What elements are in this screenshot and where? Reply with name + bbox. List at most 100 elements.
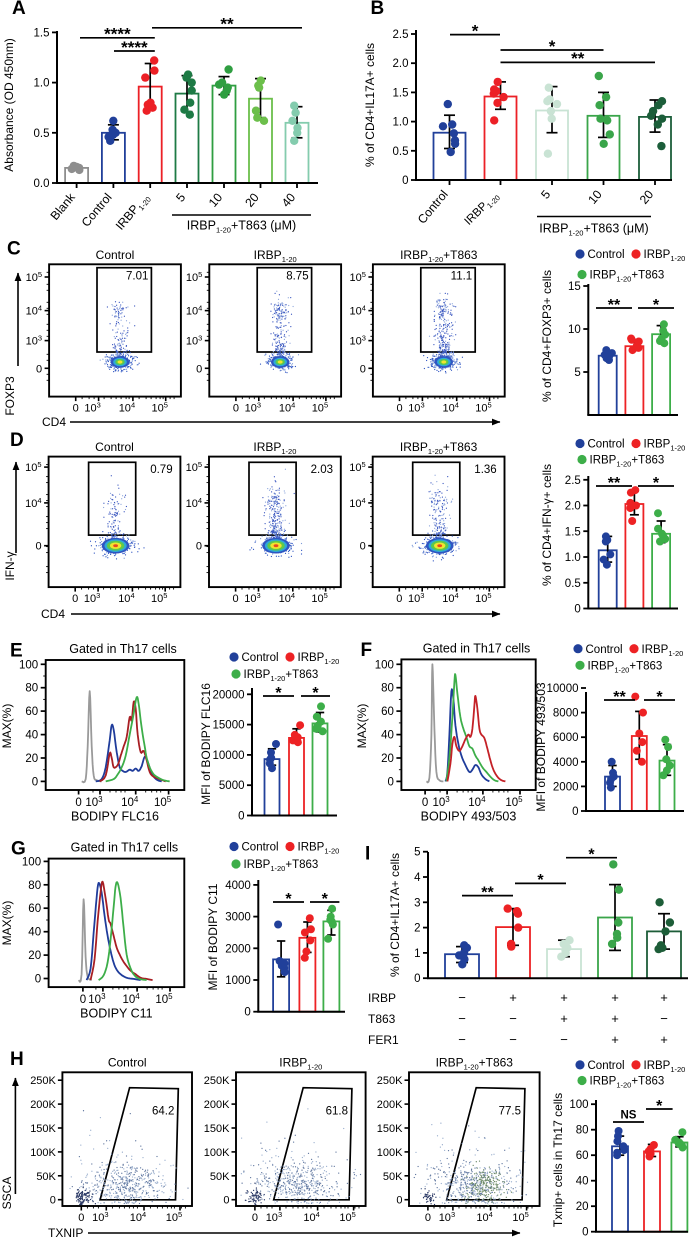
- svg-text:−: −: [458, 990, 466, 1005]
- svg-text:H: H: [10, 1049, 24, 1070]
- svg-text:20: 20: [25, 753, 38, 765]
- svg-text:250K: 250K: [30, 1075, 56, 1087]
- svg-text:IRBP1-20: IRBP1-20: [644, 439, 686, 453]
- svg-text:CD4: CD4: [42, 415, 66, 429]
- svg-text:5000: 5000: [219, 780, 245, 792]
- svg-text:0: 0: [73, 403, 79, 415]
- svg-text:103: 103: [408, 591, 424, 605]
- svg-text:7.01: 7.01: [126, 271, 148, 283]
- svg-text:MFI of BODIPY 493/503: MFI of BODIPY 493/503: [534, 682, 548, 812]
- svg-text:% of CD4+IL17A+ cells: % of CD4+IL17A+ cells: [388, 853, 402, 977]
- svg-text:105: 105: [475, 401, 491, 415]
- svg-text:104: 104: [279, 591, 295, 605]
- svg-text:0.79: 0.79: [150, 464, 172, 476]
- svg-text:IRBP1-20: IRBP1-20: [298, 652, 340, 666]
- svg-text:FOXP3: FOXP3: [3, 376, 17, 416]
- svg-text:+: +: [660, 1032, 668, 1047]
- svg-text:−: −: [458, 1032, 466, 1047]
- svg-text:IRBP1-20: IRBP1-20: [644, 249, 686, 263]
- svg-text:100K: 100K: [377, 1147, 403, 1159]
- svg-text:% of CD4+FOXP3+ cells: % of CD4+FOXP3+ cells: [540, 270, 554, 402]
- svg-text:40: 40: [28, 927, 41, 939]
- svg-text:0: 0: [425, 1212, 431, 1224]
- svg-text:0: 0: [238, 811, 244, 823]
- svg-text:103: 103: [408, 401, 424, 415]
- svg-text:1.36: 1.36: [474, 464, 496, 476]
- svg-text:0.5: 0.5: [393, 146, 409, 158]
- svg-text:+: +: [560, 1011, 568, 1026]
- svg-text:NS: NS: [621, 1110, 637, 1122]
- svg-text:Control: Control: [95, 440, 134, 454]
- svg-text:CD4: CD4: [41, 607, 65, 621]
- svg-text:D: D: [10, 430, 24, 451]
- svg-text:0: 0: [196, 541, 202, 553]
- svg-text:0: 0: [78, 1212, 84, 1224]
- svg-text:0: 0: [396, 1195, 402, 1207]
- svg-text:104: 104: [468, 795, 486, 809]
- svg-text:105: 105: [155, 992, 173, 1006]
- svg-text:103: 103: [245, 401, 261, 415]
- svg-text:103: 103: [26, 334, 42, 348]
- svg-text:80: 80: [28, 880, 41, 892]
- svg-text:250K: 250K: [377, 1075, 403, 1087]
- svg-text:2.5: 2.5: [393, 29, 409, 41]
- svg-text:103: 103: [439, 1210, 455, 1224]
- svg-text:80: 80: [381, 683, 394, 695]
- svg-text:0: 0: [422, 797, 428, 809]
- svg-text:0: 0: [244, 1007, 250, 1019]
- svg-text:104: 104: [279, 401, 295, 415]
- svg-text:IRBP: IRBP: [368, 991, 396, 1005]
- svg-text:64.2: 64.2: [152, 1105, 174, 1117]
- svg-text:20000: 20000: [213, 689, 245, 701]
- svg-text:20: 20: [576, 1201, 589, 1213]
- svg-text:40: 40: [576, 1176, 589, 1188]
- svg-text:*: *: [285, 891, 292, 908]
- svg-text:80: 80: [576, 1125, 589, 1137]
- svg-text:+: +: [611, 990, 619, 1005]
- svg-text:0: 0: [402, 175, 408, 187]
- svg-text:Control: Control: [242, 652, 279, 664]
- svg-text:105: 105: [151, 591, 167, 605]
- svg-text:2000: 2000: [225, 943, 251, 955]
- svg-text:61.8: 61.8: [326, 1105, 348, 1117]
- svg-text:−: −: [509, 1032, 517, 1047]
- svg-text:105: 105: [475, 591, 491, 605]
- svg-text:0: 0: [360, 363, 366, 375]
- svg-text:0.5: 0.5: [565, 578, 581, 590]
- svg-text:100: 100: [375, 659, 394, 671]
- svg-text:60: 60: [25, 706, 38, 718]
- svg-text:*: *: [537, 872, 544, 889]
- svg-text:5: 5: [574, 367, 580, 379]
- svg-text:Control: Control: [588, 1060, 625, 1072]
- svg-text:8000: 8000: [553, 708, 579, 720]
- svg-text:104: 104: [186, 496, 202, 510]
- svg-text:*: *: [275, 685, 282, 702]
- svg-text:IRBP1-20+T863: IRBP1-20+T863: [590, 270, 665, 284]
- svg-text:103: 103: [432, 795, 450, 809]
- svg-text:104: 104: [25, 496, 41, 510]
- svg-text:G: G: [11, 839, 26, 860]
- svg-text:+: +: [560, 990, 568, 1005]
- svg-text:10000: 10000: [213, 750, 245, 762]
- svg-text:105: 105: [154, 795, 172, 809]
- svg-text:IRBP1-20+T863: IRBP1-20+T863: [590, 1076, 665, 1090]
- svg-text:103: 103: [92, 1210, 108, 1224]
- svg-text:10: 10: [568, 324, 581, 336]
- svg-text:2.0: 2.0: [393, 58, 409, 70]
- svg-text:*: *: [653, 475, 660, 492]
- svg-text:105: 105: [186, 270, 202, 284]
- svg-text:3: 3: [414, 897, 420, 909]
- svg-text:103: 103: [85, 795, 103, 809]
- svg-text:−: −: [509, 1011, 517, 1026]
- svg-text:1.5: 1.5: [393, 87, 409, 99]
- svg-text:0: 0: [574, 604, 580, 616]
- svg-text:104: 104: [442, 591, 458, 605]
- svg-text:IFN-γ: IFN-γ: [3, 551, 17, 580]
- svg-text:0: 0: [396, 593, 402, 605]
- svg-text:1.0: 1.0: [34, 78, 50, 90]
- svg-text:0: 0: [223, 1195, 229, 1207]
- svg-text:104: 104: [121, 795, 139, 809]
- svg-text:105: 105: [512, 1210, 528, 1224]
- svg-text:% of CD4+IFN-γ+ cells: % of CD4+IFN-γ+ cells: [540, 464, 554, 586]
- svg-text:BODIPY C11: BODIPY C11: [80, 1007, 153, 1021]
